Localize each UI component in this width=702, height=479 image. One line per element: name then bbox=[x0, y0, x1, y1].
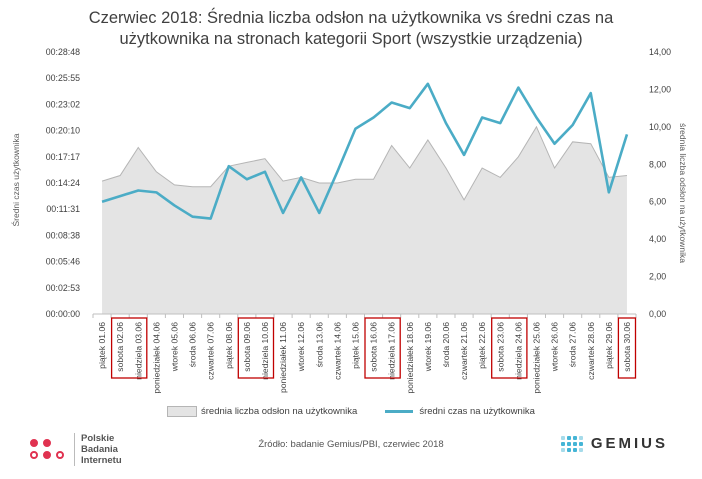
x-tick-label: piątek 01.06 bbox=[97, 322, 107, 369]
x-tick-label: czwartek 07.06 bbox=[206, 322, 216, 380]
x-tick-label: sobota 09.06 bbox=[242, 322, 252, 372]
y-right-tick-label: 0,00 bbox=[649, 309, 666, 319]
legend-label-time: średni czas na użytkownika bbox=[419, 406, 535, 417]
y-right-tick-label: 10,00 bbox=[649, 122, 671, 132]
y-right-tick-label: 6,00 bbox=[649, 197, 666, 207]
gemius-logo: GEMIUS bbox=[560, 435, 668, 452]
weekend-highlight-box-4 bbox=[617, 317, 637, 379]
y-left-tick-label: 00:08:38 bbox=[46, 230, 80, 240]
legend-swatch-area bbox=[167, 406, 198, 417]
y-right-tick-label: 8,00 bbox=[649, 159, 666, 169]
x-tick-label: środa 06.06 bbox=[188, 322, 198, 368]
x-tick-label: poniedziałek 18.06 bbox=[405, 322, 415, 394]
series-line-time bbox=[101, 82, 629, 220]
source-note: Źródło: badanie Gemius/PBI, czerwiec 201… bbox=[258, 439, 444, 450]
x-tick-label: czwartek 21.06 bbox=[459, 322, 469, 380]
x-tick-label: środa 27.06 bbox=[568, 322, 578, 368]
x-tick-label: niedziela 24.06 bbox=[513, 322, 523, 380]
y-left-tick-label: 00:14:24 bbox=[46, 178, 80, 188]
legend: średnia liczba odsłon na użytkownika śre… bbox=[0, 406, 702, 417]
x-tick-label: czwartek 28.06 bbox=[586, 322, 596, 380]
x-tick-label: wtorek 12.06 bbox=[296, 322, 306, 372]
x-tick-label: wtorek 26.06 bbox=[550, 322, 560, 372]
y-right-tick-label: 12,00 bbox=[649, 84, 671, 94]
y-left-tick-label: 00:28:48 bbox=[46, 47, 80, 57]
x-tick-label: niedziela 03.06 bbox=[133, 322, 143, 380]
weekend-highlight-box-3 bbox=[491, 317, 528, 379]
x-tick-label: poniedziałek 04.06 bbox=[151, 322, 161, 394]
series-area-views-outline bbox=[101, 125, 628, 201]
x-tick-label: niedziela 17.06 bbox=[387, 322, 397, 380]
x-tick-label: sobota 30.06 bbox=[622, 322, 632, 372]
weekend-highlight-box-0 bbox=[110, 317, 148, 379]
x-tick-label: środa 20.06 bbox=[441, 322, 451, 368]
y-axis-right-label: średnia liczba odsłon na użytkownika bbox=[678, 123, 688, 263]
gemius-dots-icon bbox=[560, 435, 583, 452]
weekend-highlight-box-1 bbox=[237, 317, 275, 379]
weekend-highlight-box-2 bbox=[364, 317, 401, 379]
legend-item-views: średnia liczba odsłon na użytkownika bbox=[167, 406, 357, 417]
legend-label-views: średnia liczba odsłon na użytkownika bbox=[201, 406, 358, 417]
y-left-tick-label: 00:20:10 bbox=[46, 126, 80, 136]
x-tick-label: poniedziałek 25.06 bbox=[531, 322, 541, 394]
legend-swatch-line bbox=[385, 410, 414, 413]
chart-title: Czerwiec 2018: Średnia liczba odsłon na … bbox=[0, 8, 702, 50]
x-tick-label: sobota 16.06 bbox=[369, 322, 379, 372]
x-tick-label: środa 13.06 bbox=[314, 322, 324, 368]
y-left-tick-label: 00:05:46 bbox=[46, 257, 80, 267]
y-right-tick-label: 2,00 bbox=[649, 272, 666, 282]
series-area-views bbox=[102, 126, 627, 314]
pbi-logo-text: Polskie Badania Internetu bbox=[74, 433, 122, 466]
legend-item-time: średni czas na użytkownika bbox=[385, 406, 535, 417]
y-left-tick-label: 00:25:55 bbox=[46, 73, 80, 83]
pbi-logo: Polskie Badania Internetu bbox=[30, 433, 122, 466]
x-tick-label: piątek 29.06 bbox=[604, 322, 614, 369]
x-tick-label: poniedziałek 11.06 bbox=[278, 322, 288, 393]
y-left-tick-label: 00:02:53 bbox=[46, 283, 80, 293]
pbi-dots-icon bbox=[30, 438, 66, 461]
x-tick-label: sobota 02.06 bbox=[115, 322, 125, 372]
y-left-tick-label: 00:17:17 bbox=[46, 152, 80, 162]
y-left-tick-label: 00:23:02 bbox=[46, 99, 80, 109]
x-tick-label: piątek 22.06 bbox=[477, 322, 487, 369]
x-tick-label: wtorek 05.06 bbox=[169, 322, 179, 372]
y-left-tick-label: 00:00:00 bbox=[46, 309, 80, 319]
footer: Polskie Badania Internetu Źródło: badani… bbox=[0, 425, 702, 479]
y-right-tick-label: 4,00 bbox=[649, 234, 666, 244]
x-tick-label: niedziela 10.06 bbox=[260, 322, 270, 380]
gemius-logo-text: GEMIUS bbox=[590, 435, 668, 452]
chart-title-line-1: Czerwiec 2018: Średnia liczba odsłon na … bbox=[88, 9, 614, 27]
x-tick-label: piątek 08.06 bbox=[224, 322, 234, 369]
chart-title-line-2: użytkownika na stronach kategorii Sport … bbox=[119, 30, 583, 48]
y-right-tick-label: 14,00 bbox=[649, 47, 671, 57]
x-tick-label: czwartek 14.06 bbox=[332, 322, 342, 380]
x-tick-label: piątek 15.06 bbox=[350, 322, 360, 369]
chart-plot: 00:00:00 00:02:53 00:05:46 00:08:38 00:11:31… bbox=[10, 47, 688, 394]
y-axis-left-label: Średni czas użytkownika bbox=[10, 133, 21, 226]
x-tick-label: sobota 23.06 bbox=[495, 322, 505, 372]
y-left-tick-label: 00:11:31 bbox=[46, 204, 80, 214]
x-tick-label: wtorek 19.06 bbox=[423, 322, 433, 372]
